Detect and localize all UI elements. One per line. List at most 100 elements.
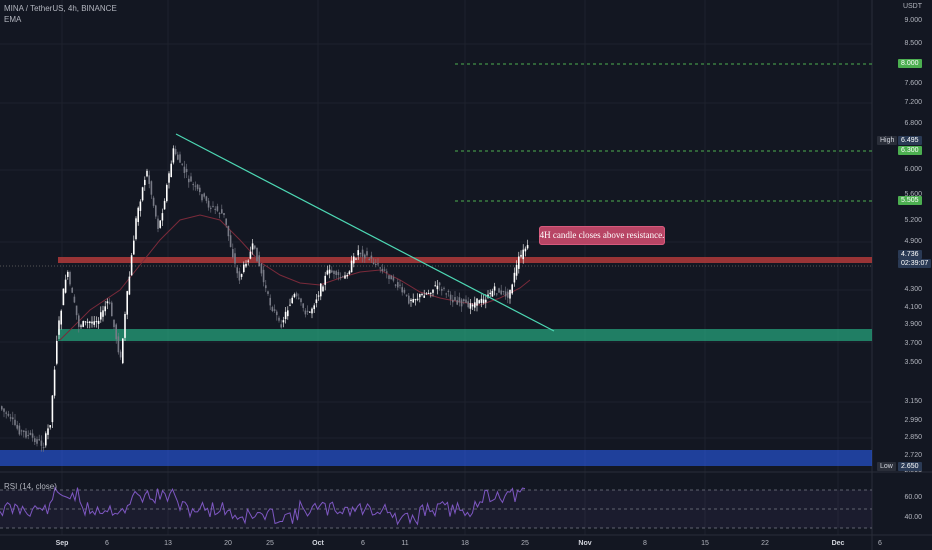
candle-body bbox=[236, 267, 238, 274]
candle-body bbox=[247, 260, 249, 262]
candle-body bbox=[97, 320, 100, 324]
candle-body bbox=[337, 272, 340, 276]
candle-body bbox=[480, 298, 483, 303]
candle-body bbox=[289, 304, 291, 306]
candle-body bbox=[49, 425, 51, 428]
candle-body bbox=[95, 321, 98, 323]
candle-body bbox=[53, 369, 56, 396]
candle-body bbox=[161, 213, 164, 221]
candle-body bbox=[287, 310, 289, 317]
candle-body bbox=[245, 263, 247, 267]
candle-body bbox=[144, 179, 146, 186]
candle-body bbox=[205, 196, 208, 201]
candle-body bbox=[179, 154, 181, 163]
candle-body bbox=[58, 320, 60, 335]
price-axis-label: 7.200 bbox=[904, 99, 922, 106]
candle-body bbox=[496, 293, 498, 295]
target-price-pill-2: 6.300 bbox=[898, 146, 922, 155]
candle-body bbox=[313, 305, 315, 310]
candle-body bbox=[102, 310, 104, 317]
candle-body bbox=[240, 274, 243, 277]
ema-line bbox=[59, 214, 531, 341]
price-axis-label: 4.100 bbox=[904, 304, 922, 311]
candle-body bbox=[397, 282, 399, 288]
candle-body bbox=[251, 243, 254, 250]
candle-body bbox=[412, 299, 414, 303]
candle-body bbox=[62, 288, 65, 306]
target-price-pill-3: 5.505 bbox=[898, 196, 922, 205]
price-axis-label: 9.000 bbox=[904, 17, 922, 24]
candle-body bbox=[335, 271, 337, 275]
candle-body bbox=[518, 256, 520, 269]
candle-body bbox=[344, 275, 346, 279]
candle-body bbox=[361, 249, 364, 257]
candle-body bbox=[370, 255, 373, 259]
candle-body bbox=[148, 175, 150, 184]
candle-body bbox=[100, 312, 102, 320]
candle-body bbox=[493, 286, 496, 291]
candle-body bbox=[207, 200, 210, 208]
ema-indicator-label[interactable]: EMA bbox=[4, 15, 22, 24]
descending-trendline[interactable] bbox=[175, 133, 555, 332]
price-axis-label: 3.700 bbox=[904, 340, 922, 347]
candle-body bbox=[14, 419, 16, 426]
candle-body bbox=[91, 321, 93, 324]
candle-body bbox=[353, 256, 355, 264]
rsi-levels bbox=[0, 489, 872, 529]
candle-body bbox=[311, 308, 313, 314]
candle-body bbox=[38, 439, 40, 441]
candle-body bbox=[317, 295, 320, 297]
candle-body bbox=[474, 302, 476, 308]
candle-body bbox=[130, 255, 133, 276]
candle-body bbox=[216, 206, 219, 211]
resistance-zone[interactable] bbox=[58, 257, 872, 263]
candle-body bbox=[320, 283, 322, 297]
candle-body bbox=[7, 413, 10, 416]
candle-body bbox=[381, 268, 384, 272]
candle-body bbox=[489, 292, 491, 295]
candle-body bbox=[221, 209, 223, 214]
annotation-callout[interactable]: 4H candle closes above resistance. bbox=[539, 226, 665, 245]
candle-body bbox=[249, 251, 252, 259]
candle-body bbox=[419, 294, 421, 298]
candle-body bbox=[150, 181, 153, 195]
price-axis-label: 3.150 bbox=[904, 398, 922, 405]
candle-body bbox=[326, 270, 329, 275]
candle-body bbox=[201, 194, 203, 201]
candle-body bbox=[113, 319, 115, 328]
candle-body bbox=[328, 269, 331, 274]
candle-body bbox=[302, 303, 304, 308]
candle-body bbox=[386, 271, 388, 273]
candle-body bbox=[504, 291, 507, 297]
demand-zone[interactable] bbox=[0, 450, 872, 466]
time-axis-label: 6 bbox=[361, 540, 365, 547]
candle-body bbox=[181, 163, 183, 165]
candle-body bbox=[196, 184, 199, 190]
candle-body bbox=[513, 272, 516, 283]
symbol-title[interactable]: MINA / TetherUS, 4h, BINANCE bbox=[4, 4, 117, 13]
candle-body bbox=[31, 433, 34, 438]
price-axis-label: 6.000 bbox=[904, 166, 922, 173]
candle-body bbox=[441, 288, 443, 291]
time-axis-label: 6 bbox=[878, 540, 882, 547]
candle-body bbox=[355, 258, 357, 260]
time-axis-label: Oct bbox=[312, 540, 324, 547]
time-axis-label: 13 bbox=[164, 540, 172, 547]
rsi-axis-60: 60.00 bbox=[904, 494, 922, 501]
candle-body bbox=[254, 245, 256, 249]
candle-body bbox=[56, 340, 58, 364]
candle-body bbox=[333, 270, 335, 274]
candle-body bbox=[218, 213, 221, 215]
candle-body bbox=[502, 290, 505, 292]
candle-body bbox=[282, 320, 285, 323]
candle-body bbox=[18, 425, 21, 435]
candle-body bbox=[84, 321, 87, 323]
candle-body bbox=[331, 270, 333, 273]
support-zone[interactable] bbox=[58, 329, 872, 341]
candle-body bbox=[214, 208, 216, 210]
candle-body bbox=[104, 306, 106, 312]
time-axis-label: 11 bbox=[401, 540, 409, 547]
candle-body bbox=[408, 295, 410, 304]
rsi-indicator-label[interactable]: RSI (14, close) bbox=[4, 482, 57, 491]
